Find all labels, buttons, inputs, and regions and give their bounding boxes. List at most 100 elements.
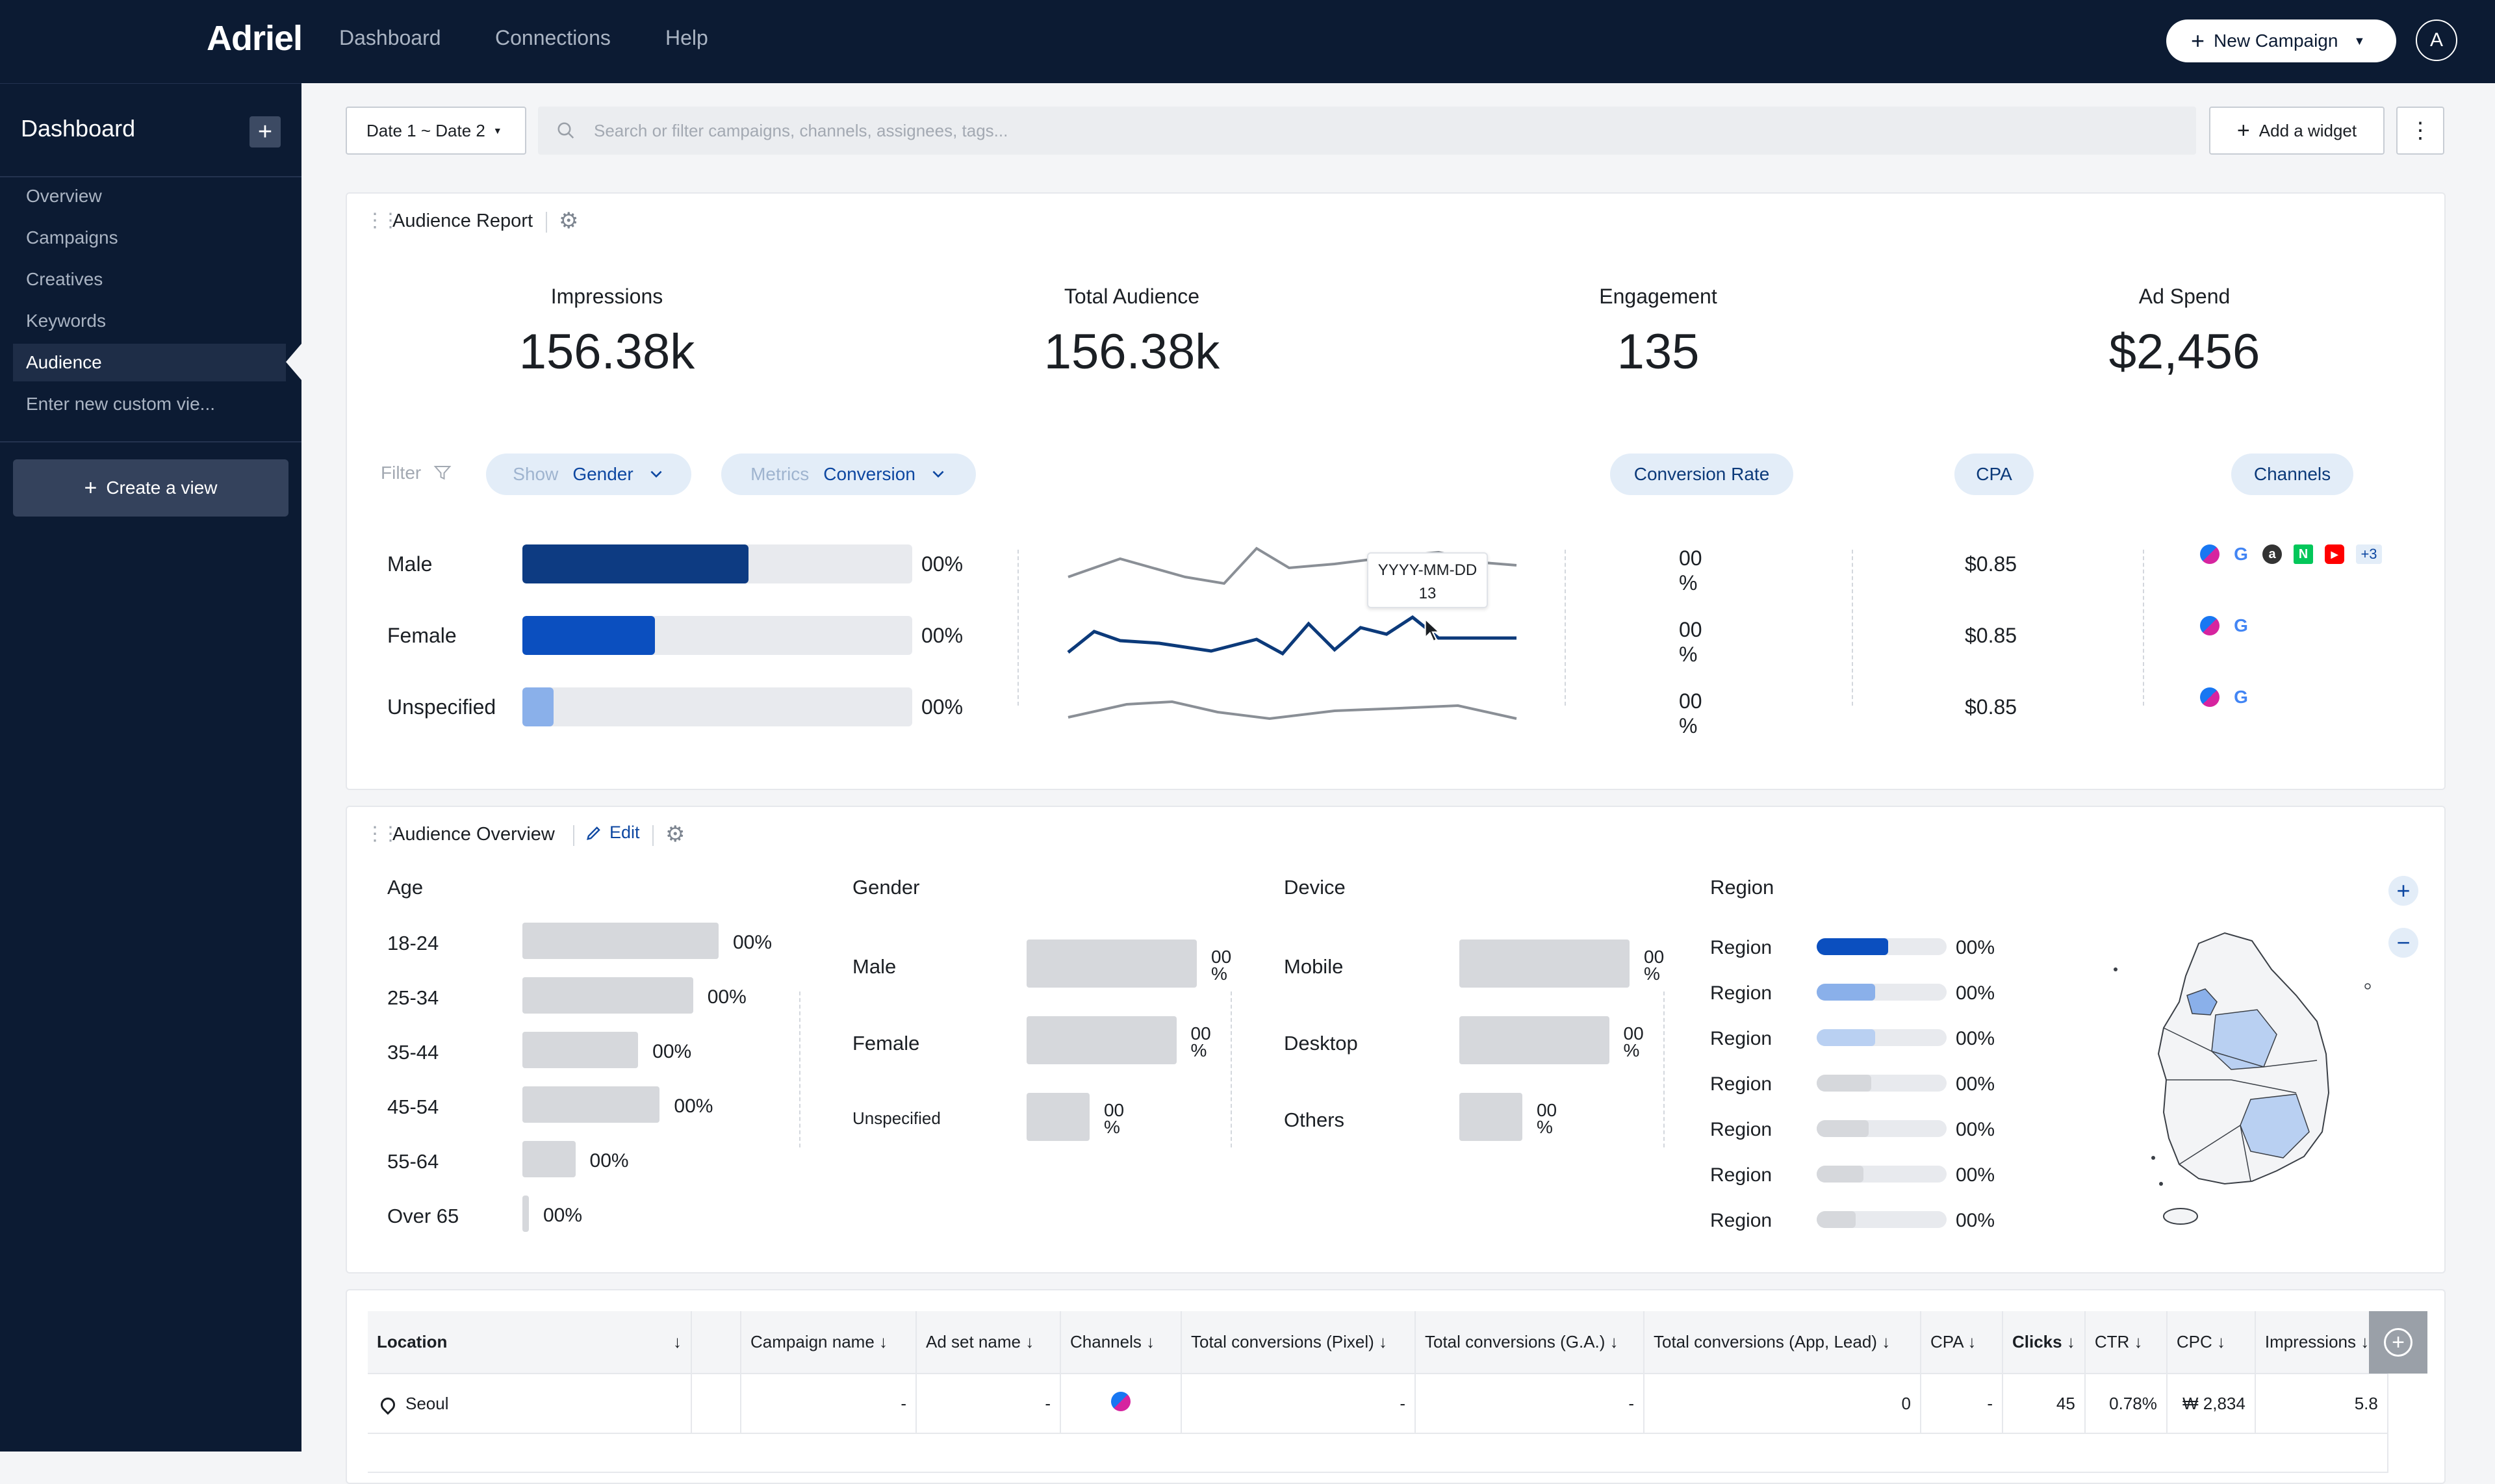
metrics-dropdown[interactable]: Metrics Conversion	[721, 454, 976, 495]
sidebar-item-audience[interactable]: Audience	[13, 344, 286, 381]
cell-ctr: 0.78%	[2084, 1374, 2168, 1434]
settings-gear-icon[interactable]: ⚙	[559, 209, 579, 233]
conversion-rate-header[interactable]: Conversion Rate	[1610, 454, 1793, 495]
device-row-label: Others	[1284, 1108, 1345, 1131]
new-campaign-button[interactable]: + New Campaign ▼	[2166, 19, 2396, 62]
date-range-picker[interactable]: Date 1 ~ Date 2 ▼	[346, 107, 526, 155]
column-header-total-conversions-app-lead[interactable]: Total conversions (App, Lead) ↓	[1644, 1311, 1921, 1374]
cell-channels	[1060, 1374, 1182, 1434]
region-row-pct: 00%	[1956, 982, 1995, 1004]
sidebar-item-creatives[interactable]: Creatives	[26, 269, 103, 289]
sort-arrow-icon[interactable]: ↓	[1882, 1332, 1891, 1351]
zoom-out-button[interactable]: −	[2388, 928, 2418, 958]
map-island	[2151, 1156, 2155, 1160]
age-row-pct: 00%	[543, 1205, 583, 1226]
age-row-label: 25-34	[387, 986, 439, 1009]
filter-button[interactable]: Filter	[381, 463, 452, 483]
region-row-bar	[1817, 1166, 1947, 1183]
data-table: Location ↓ Campaign name ↓ Ad set name ↓ …	[368, 1311, 2388, 1473]
drag-handle-icon[interactable]: ⋮⋮	[365, 823, 400, 845]
report-row-bar-fill	[522, 687, 554, 726]
sort-arrow-icon[interactable]: ↓	[879, 1332, 888, 1351]
show-value: Gender	[572, 464, 633, 484]
sidebar-item-custom-view-input[interactable]: Enter new custom vie...	[26, 394, 216, 414]
settings-gear-icon[interactable]: ⚙	[665, 822, 685, 847]
column-header-ad-set-name[interactable]: Ad set name ↓	[916, 1311, 1061, 1374]
column-header-label: Total conversions (G.A.)	[1425, 1332, 1606, 1351]
sort-arrow-icon[interactable]: ↓	[2066, 1332, 2075, 1351]
avatar[interactable]: A	[2416, 19, 2457, 61]
sidebar-item-campaigns[interactable]: Campaigns	[26, 227, 118, 248]
edit-label: Edit	[609, 823, 640, 842]
show-dropdown[interactable]: Show Gender	[486, 454, 691, 495]
mouse-cursor-icon	[1424, 617, 1441, 643]
filter-icon	[433, 466, 452, 480]
sort-arrow-icon[interactable]: ↓	[673, 1332, 682, 1351]
region-row-pct: 00%	[1956, 1028, 1995, 1049]
report-row-conversion-rate: 00 %	[1679, 689, 1702, 737]
column-header-ctr[interactable]: CTR ↓	[2084, 1311, 2168, 1374]
sort-arrow-icon[interactable]: ↓	[1967, 1332, 1977, 1351]
drag-handle-icon[interactable]: ⋮⋮	[365, 210, 400, 231]
youtube-icon: ▶	[2325, 544, 2344, 564]
table-row[interactable]: Seoul - - - - 0 - 45 0.78% ₩ 2,834 5.8	[368, 1374, 2388, 1434]
column-header-label: Location	[377, 1332, 448, 1351]
tooltip-date: YYYY-MM-DD	[1377, 561, 1478, 579]
nav-help[interactable]: Help	[665, 26, 708, 49]
column-header-label: CPA	[1930, 1332, 1964, 1351]
sort-arrow-icon[interactable]: ↓	[2361, 1332, 2370, 1351]
column-header-label: Campaign name	[750, 1332, 875, 1351]
sort-arrow-icon[interactable]: ↓	[2134, 1332, 2143, 1351]
table-row-partial	[368, 1433, 2388, 1473]
sidebar-item-keywords[interactable]: Keywords	[26, 311, 106, 331]
column-header-location[interactable]: Location ↓	[368, 1311, 692, 1374]
region-row-bar	[1817, 1211, 1947, 1228]
report-row-pct: 00%	[921, 552, 964, 576]
map-island	[2159, 1182, 2163, 1186]
device-row-bar	[1459, 940, 1630, 988]
kakao-icon: a	[2262, 544, 2282, 564]
edit-button[interactable]: Edit	[585, 823, 640, 843]
sort-arrow-icon[interactable]: ↓	[1379, 1332, 1388, 1351]
table-row[interactable]	[368, 1433, 2388, 1473]
zoom-in-button[interactable]: +	[2388, 876, 2418, 906]
report-row-pct: 00%	[921, 624, 964, 647]
add-widget-button[interactable]: + Add a widget	[2209, 107, 2385, 155]
column-header-cpc[interactable]: CPC ↓	[2166, 1311, 2256, 1374]
nav-connections[interactable]: Connections	[495, 26, 611, 49]
region-row-bar-fill	[1817, 1211, 1856, 1228]
sort-arrow-icon[interactable]: ↓	[1025, 1332, 1034, 1351]
region-row-bar	[1817, 1029, 1947, 1046]
age-row-label: 55-64	[387, 1150, 439, 1173]
add-dashboard-button[interactable]: +	[250, 116, 281, 147]
column-header-clicks[interactable]: Clicks ↓	[2002, 1311, 2086, 1374]
column-header-campaign-name[interactable]: Campaign name ↓	[741, 1311, 917, 1374]
search-input[interactable]: Search or filter campaigns, channels, as…	[538, 107, 2196, 155]
sort-arrow-icon[interactable]: ↓	[1609, 1332, 1619, 1351]
column-header-total-conversions-ga[interactable]: Total conversions (G.A.) ↓	[1415, 1311, 1644, 1374]
region-row-label: Region	[1710, 1073, 1772, 1095]
sort-arrow-icon[interactable]: ↓	[1146, 1332, 1155, 1351]
age-row-bar	[522, 1196, 529, 1232]
add-column-button[interactable]: +	[2369, 1311, 2427, 1374]
plus-icon: +	[2236, 118, 2250, 143]
column-header-cpa[interactable]: CPA ↓	[1921, 1311, 2003, 1374]
nav-dashboard[interactable]: Dashboard	[339, 26, 441, 49]
column-header-impressions[interactable]: Impressions ↓	[2255, 1311, 2388, 1374]
region-row-label: Region	[1710, 937, 1772, 958]
sidebar-item-overview[interactable]: Overview	[26, 186, 102, 206]
column-header-channels[interactable]: Channels ↓	[1060, 1311, 1182, 1374]
more-channels-badge[interactable]: +3	[2356, 544, 2382, 564]
age-row-pct: 00%	[652, 1041, 692, 1062]
region-row-pct: 00%	[1956, 1119, 1995, 1140]
more-options-button[interactable]: ⋮	[2396, 107, 2444, 155]
kpi-ad-spend-label: Ad Spend	[2138, 285, 2231, 308]
channels-header[interactable]: Channels	[2231, 454, 2353, 495]
sort-arrow-icon[interactable]: ↓	[2216, 1332, 2225, 1351]
create-view-button[interactable]: + Create a view	[13, 459, 288, 517]
age-row-label: 18-24	[387, 932, 439, 954]
region-row-bar-fill	[1817, 984, 1875, 1001]
adriel-logo[interactable]: Adriel	[207, 19, 303, 58]
cpa-header[interactable]: CPA	[1954, 454, 2034, 495]
column-header-total-conversions-pixel[interactable]: Total conversions (Pixel) ↓	[1181, 1311, 1416, 1374]
